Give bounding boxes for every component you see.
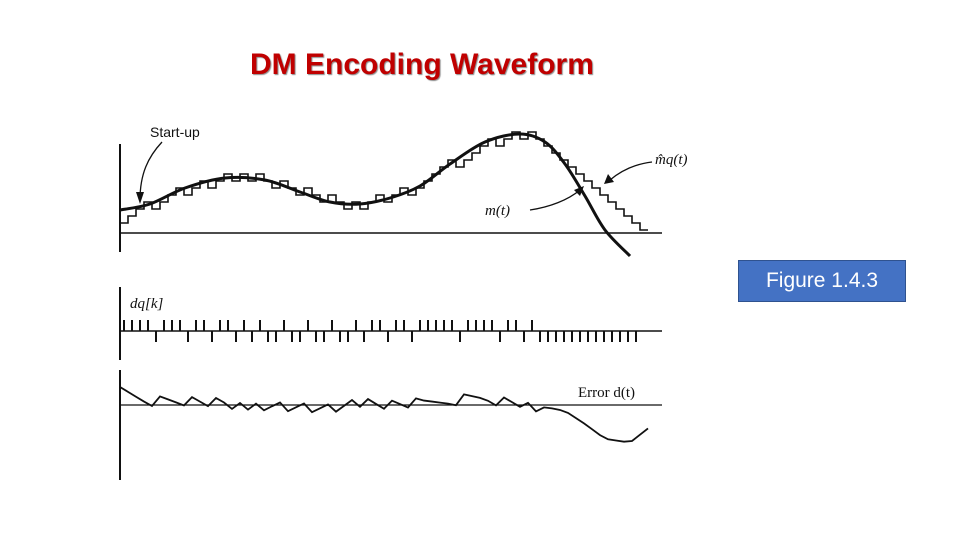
staircase-approximation [119,131,648,231]
dq-label: dq[k] [130,296,163,312]
mq-arrow [609,161,653,181]
error-waveform [119,386,649,443]
dm-waveform-diagram: Start-up m̂q(t) m(t) dq[k] Error d(t) [100,112,700,484]
figure-label: Figure 1.4.3 [738,260,906,302]
m-arrowhead [574,186,584,196]
error-panel: Error d(t) [119,370,662,480]
slide-title: DM Encoding Waveform [250,48,594,81]
message-signal-curve [119,132,632,258]
startup-arrowhead [136,192,144,204]
pulse-panel: dq[k] [119,287,662,360]
m-label: m(t) [485,203,510,219]
pulse-train [123,320,637,342]
error-label: Error d(t) [578,385,635,401]
diagram-panel [100,112,700,484]
mq-arrowhead [604,174,614,184]
mq-label: m̂q(t) [655,152,688,168]
signal-panel: Start-up m̂q(t) m(t) [119,124,688,258]
startup-label: Start-up [150,124,200,140]
